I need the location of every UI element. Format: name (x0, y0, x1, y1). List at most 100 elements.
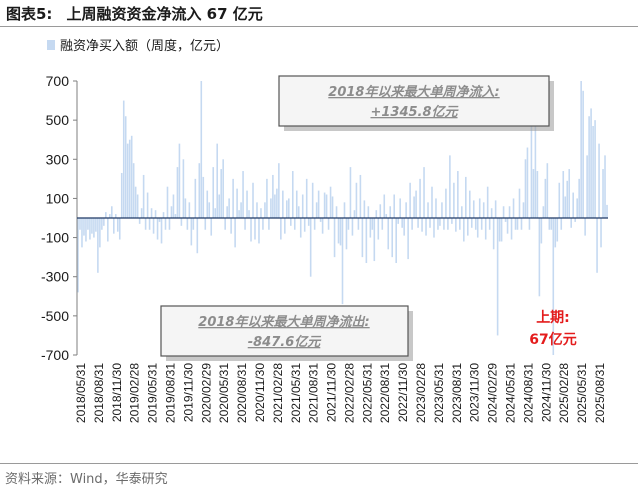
x-tick-label: 2022/08/31 (378, 363, 392, 423)
bar (393, 194, 395, 218)
bar (461, 206, 463, 218)
bar (590, 108, 592, 218)
bar (109, 214, 111, 218)
bar (212, 167, 215, 218)
bar (154, 210, 157, 218)
bar (262, 218, 264, 230)
figure-number: 图表5: (6, 5, 53, 23)
bar (148, 218, 151, 230)
x-tick-label: 2024/11/30 (539, 363, 553, 422)
bar (160, 218, 163, 244)
bar (468, 190, 471, 218)
bar (411, 218, 413, 230)
bar (174, 214, 177, 218)
bar (403, 218, 405, 236)
x-tick-label: 2023/05/31 (432, 363, 446, 423)
x-tick-label: 2019/08/31 (164, 363, 178, 423)
bar (514, 218, 517, 230)
bar (301, 194, 304, 218)
bar (299, 218, 302, 238)
bar (290, 218, 292, 226)
bar (307, 218, 310, 226)
bar (331, 196, 334, 218)
bar (552, 218, 555, 355)
bar (520, 218, 523, 230)
bar (240, 202, 242, 218)
x-tick-label: 2020/11/30 (253, 363, 267, 422)
bar (85, 218, 87, 242)
bar (351, 218, 354, 236)
bar (437, 218, 439, 230)
bar (417, 218, 419, 228)
bar (280, 218, 282, 240)
bar (490, 208, 493, 218)
bar (502, 206, 505, 218)
bar (449, 155, 451, 218)
bar (341, 218, 344, 305)
bar (284, 218, 286, 234)
bar (303, 218, 306, 232)
max-inflow-label: 2018年以来最大单周净流入: (328, 84, 499, 100)
bar (238, 210, 240, 218)
bar (339, 218, 342, 246)
bar (130, 135, 133, 218)
x-tick-label: 2024/05/31 (504, 363, 518, 423)
bar (518, 188, 521, 218)
bar (383, 194, 386, 218)
y-tick-label: -700 (41, 347, 69, 363)
bar (467, 218, 469, 236)
bar (146, 192, 149, 218)
bar (278, 163, 280, 218)
bar (264, 202, 266, 218)
bar (244, 218, 246, 230)
bar (232, 178, 234, 218)
bar (453, 182, 455, 218)
bar (445, 188, 447, 218)
bar (77, 218, 79, 293)
bar (266, 178, 268, 218)
bar (118, 218, 121, 240)
bar (476, 218, 479, 238)
bar (480, 218, 483, 230)
bar (474, 218, 477, 230)
bar (389, 206, 392, 218)
bar (260, 208, 262, 218)
bar (170, 206, 173, 218)
bar (365, 218, 368, 264)
bar (478, 198, 481, 218)
x-tick-label: 2023/02/28 (414, 363, 428, 423)
bar (81, 218, 83, 248)
x-tick-label: 2021/11/30 (325, 363, 339, 422)
bar (311, 182, 314, 218)
x-tick-label: 2025/05/31 (575, 363, 589, 423)
bar (602, 169, 604, 218)
y-tick-label: -500 (41, 308, 69, 324)
bar (132, 163, 135, 218)
x-tick-label: 2020/08/31 (235, 363, 249, 423)
bar (548, 218, 551, 230)
bar (578, 178, 580, 218)
bar (291, 171, 294, 218)
bar (385, 214, 388, 218)
bar (126, 143, 129, 218)
x-tick-label: 2020/02/29 (199, 363, 213, 423)
bar (347, 218, 350, 230)
bar (120, 172, 123, 218)
bar (576, 198, 578, 218)
bar (87, 218, 89, 230)
bar (542, 206, 545, 218)
bar (122, 100, 125, 218)
bar (136, 194, 139, 218)
bar (97, 218, 99, 273)
bar (486, 186, 489, 218)
bar (584, 218, 586, 236)
bar (140, 208, 143, 218)
bar (158, 218, 161, 222)
bar (190, 218, 193, 246)
bar (363, 200, 366, 218)
x-tick-label: 2018/08/31 (92, 363, 106, 423)
bar (196, 218, 199, 254)
bar (556, 218, 559, 242)
source-divider (0, 463, 638, 464)
bar (323, 192, 326, 218)
